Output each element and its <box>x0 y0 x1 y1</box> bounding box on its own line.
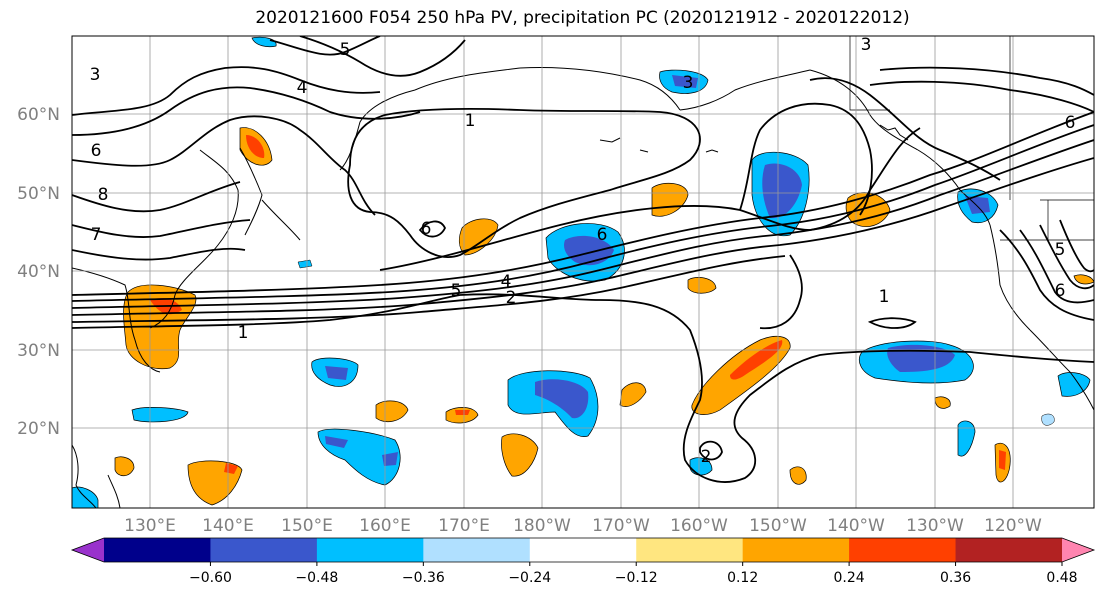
pv-label: 4 <box>297 78 308 98</box>
lat-label: 20°N <box>17 419 60 439</box>
colorbar-bin <box>104 538 211 562</box>
pv-label: 6 <box>421 219 432 239</box>
colorbar-bin <box>955 538 1063 562</box>
lon-label: 170°W <box>592 516 650 536</box>
colorbar-bin <box>210 538 318 562</box>
pv-label: 6 <box>91 141 102 161</box>
lat-label: 40°N <box>17 262 60 282</box>
colorbar-tick-label: 0.36 <box>940 570 971 586</box>
pv-contour-labels: 3 5 4 1 6 8 7 6 6 5 4 2 1 1 2 6 6 5 3 3 <box>90 35 1076 467</box>
colorbar-extend-max <box>1062 538 1094 562</box>
longitude-axis: 130°E 140°E 150°E 160°E 170°E 180°W 170°… <box>124 516 1042 536</box>
colorbar-bin <box>849 538 957 562</box>
pv-label: 2 <box>701 447 712 467</box>
colorbar-tick-label: −0.48 <box>295 570 338 586</box>
colorbar-bin <box>529 538 637 562</box>
lon-label: 140°E <box>202 516 254 536</box>
latitude-axis: 60°N 50°N 40°N 30°N 20°N <box>17 105 60 439</box>
colorbar-extend-min <box>72 538 104 562</box>
lon-label: 140°W <box>827 516 885 536</box>
pv-label: 6 <box>1055 281 1066 301</box>
colorbar-bin <box>423 538 531 562</box>
lon-label: 160°W <box>670 516 728 536</box>
pv-label: 1 <box>879 287 890 307</box>
pv-label: 3 <box>861 35 872 55</box>
lon-label: 150°E <box>281 516 333 536</box>
colorbar-tick-label: −0.36 <box>402 570 445 586</box>
colorbar-tick-label: −0.24 <box>508 570 551 586</box>
colorbar-tick-label: 0.24 <box>834 570 865 586</box>
colorbar-tick-label: −0.12 <box>615 570 658 586</box>
colorbar-outline <box>70 537 1096 563</box>
pv-label: 5 <box>451 281 462 301</box>
pv-label: 6 <box>1065 113 1076 133</box>
pv-label: 8 <box>98 185 109 205</box>
colorbar-bin <box>316 538 424 562</box>
pv-label: 3 <box>683 73 694 93</box>
lon-label: 120°W <box>984 516 1042 536</box>
pv-label: 6 <box>597 225 608 245</box>
map-border <box>71 35 1095 509</box>
lon-label: 130°E <box>124 516 176 536</box>
pv-label: 1 <box>238 323 249 343</box>
lon-label: 160°E <box>359 516 411 536</box>
pv-label: 4 <box>501 272 512 292</box>
lon-label: 150°W <box>749 516 807 536</box>
lon-label: 130°W <box>906 516 964 536</box>
colorbar-bin <box>742 538 850 562</box>
colorbar-tick-label: −0.60 <box>189 570 232 586</box>
colorbar-bin <box>636 538 744 562</box>
lat-label: 60°N <box>17 105 60 125</box>
lon-label: 180°W <box>513 516 571 536</box>
colorbar-tick-label: 0.12 <box>727 570 758 586</box>
coastlines <box>72 67 1094 508</box>
colorbar: −0.60 −0.48 −0.36 −0.24 −0.12 0.12 0.24 0.36 0.4… <box>70 537 1096 586</box>
lat-label: 50°N <box>17 184 60 204</box>
pv-label: 7 <box>91 225 102 245</box>
plot-title: 2020121600 F054 250 hPa PV, precipitatio… <box>255 8 910 28</box>
pv-label: 3 <box>90 65 101 85</box>
pv-label: 2 <box>506 288 517 308</box>
lon-label: 170°E <box>438 516 490 536</box>
pv-contours <box>72 36 1094 483</box>
pv-label: 5 <box>1055 240 1066 260</box>
pv-label: 5 <box>340 40 351 60</box>
pv-label: 1 <box>465 111 476 131</box>
colorbar-tick-label: 0.48 <box>1046 570 1077 586</box>
lat-label: 30°N <box>17 341 60 361</box>
